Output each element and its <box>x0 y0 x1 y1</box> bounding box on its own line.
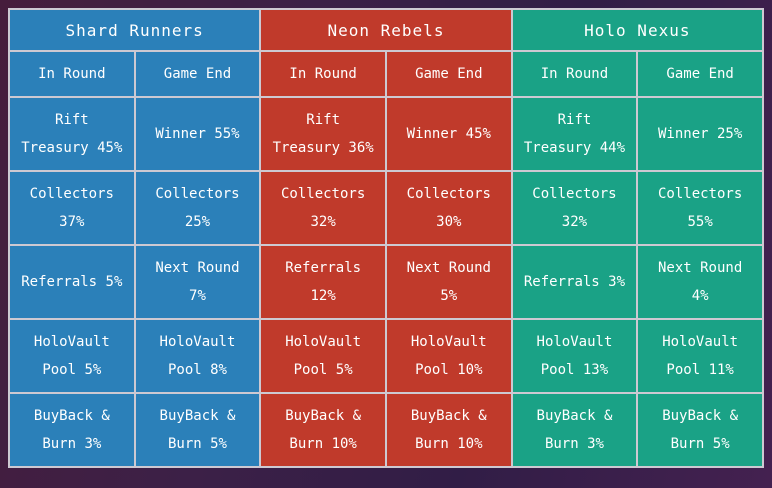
table-row-rift-treasury-winner: Rift Treasury 45% Winner 55% Rift Treasu… <box>8 96 764 172</box>
allocation-table: Shard Runners Neon Rebels Holo Nexus In … <box>7 8 765 468</box>
cell-neon-buyback-gameend: BuyBack & Burn 10% <box>384 392 513 468</box>
cell-holo-buyback-gameend: BuyBack & Burn 5% <box>636 392 764 468</box>
cell-shard-winner: Winner 55% <box>133 96 262 172</box>
cell-neon-rift-treasury: Rift Treasury 36% <box>259 96 387 172</box>
cell-shard-holovault-gameend: HoloVault Pool 8% <box>133 318 262 394</box>
col-header-holo-in-round: In Round <box>510 50 639 98</box>
cell-shard-holovault-inround: HoloVault Pool 5% <box>8 318 136 394</box>
cell-shard-buyback-gameend: BuyBack & Burn 5% <box>133 392 262 468</box>
table-row-buyback-burn: BuyBack & Burn 3% BuyBack & Burn 5% BuyB… <box>8 392 764 468</box>
cell-shard-next-round: Next Round 7% <box>133 244 262 320</box>
cell-holo-winner: Winner 25% <box>636 96 764 172</box>
cell-shard-rift-treasury: Rift Treasury 45% <box>8 96 136 172</box>
cell-neon-buyback-inround: BuyBack & Burn 10% <box>259 392 387 468</box>
team-header-row: Shard Runners Neon Rebels Holo Nexus <box>7 8 765 52</box>
cell-holo-next-round: Next Round 4% <box>636 244 764 320</box>
cell-neon-referrals: Referrals 12% <box>259 244 387 320</box>
cell-holo-collectors-inround: Collectors 32% <box>510 170 639 246</box>
phase-header-row: In Round Game End In Round Game End In R… <box>8 50 764 98</box>
col-header-shard-game-end: Game End <box>133 50 262 98</box>
cell-neon-collectors-inround: Collectors 32% <box>259 170 387 246</box>
col-header-holo-game-end: Game End <box>636 50 764 98</box>
cell-holo-holovault-inround: HoloVault Pool 13% <box>510 318 639 394</box>
cell-holo-holovault-gameend: HoloVault Pool 11% <box>636 318 764 394</box>
team-header-holo-nexus: Holo Nexus <box>510 8 765 52</box>
cell-neon-holovault-gameend: HoloVault Pool 10% <box>384 318 513 394</box>
team-header-neon-rebels: Neon Rebels <box>259 8 513 52</box>
cell-holo-referrals: Referrals 3% <box>510 244 639 320</box>
team-header-shard-runners: Shard Runners <box>7 8 262 52</box>
col-header-neon-game-end: Game End <box>384 50 513 98</box>
col-header-shard-in-round: In Round <box>8 50 136 98</box>
cell-neon-next-round: Next Round 5% <box>384 244 513 320</box>
cell-holo-buyback-inround: BuyBack & Burn 3% <box>510 392 639 468</box>
cell-shard-referrals: Referrals 5% <box>8 244 136 320</box>
table-row-holovault-pool: HoloVault Pool 5% HoloVault Pool 8% Holo… <box>8 318 764 394</box>
cell-neon-winner: Winner 45% <box>384 96 513 172</box>
table-row-collectors: Collectors 37% Collectors 25% Collectors… <box>8 170 764 246</box>
col-header-neon-in-round: In Round <box>259 50 387 98</box>
cell-shard-collectors-gameend: Collectors 25% <box>133 170 262 246</box>
cell-holo-collectors-gameend: Collectors 55% <box>636 170 764 246</box>
cell-neon-holovault-inround: HoloVault Pool 5% <box>259 318 387 394</box>
cell-shard-buyback-inround: BuyBack & Burn 3% <box>8 392 136 468</box>
cell-shard-collectors-inround: Collectors 37% <box>8 170 136 246</box>
cell-neon-collectors-gameend: Collectors 30% <box>384 170 513 246</box>
table-row-referrals-next-round: Referrals 5% Next Round 7% Referrals 12%… <box>8 244 764 320</box>
cell-holo-rift-treasury: Rift Treasury 44% <box>510 96 639 172</box>
